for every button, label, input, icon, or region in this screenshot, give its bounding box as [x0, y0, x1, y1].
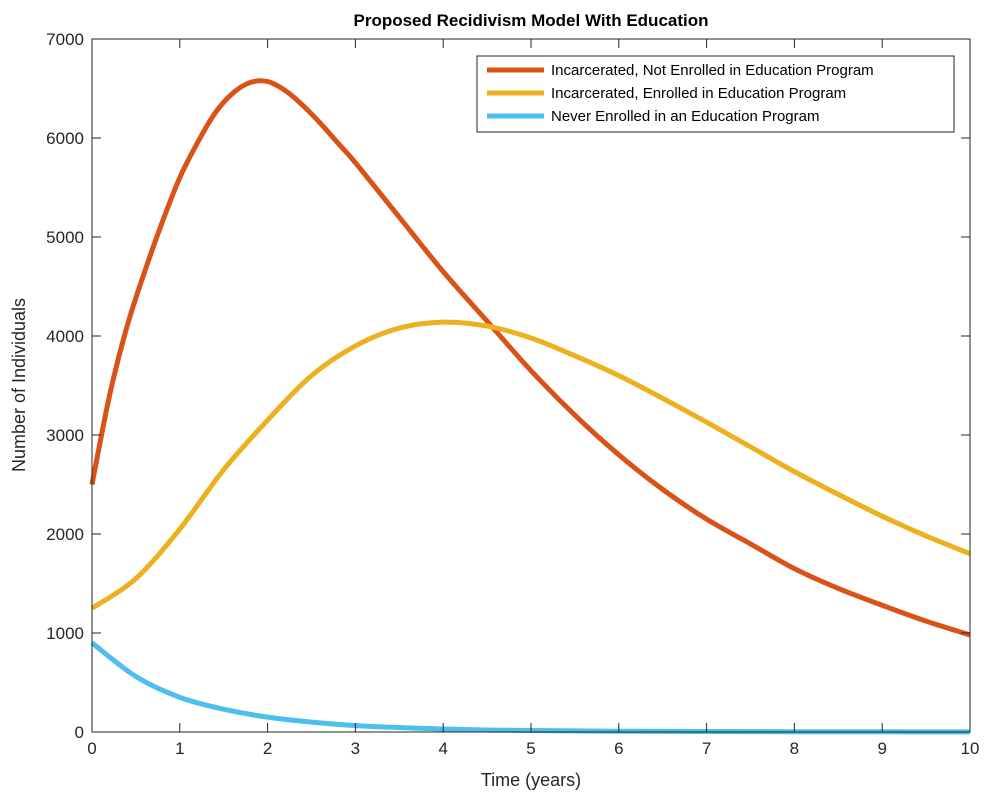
x-tick-label: 5 — [526, 739, 535, 758]
x-tick-label: 9 — [877, 739, 886, 758]
x-tick-label: 3 — [351, 739, 360, 758]
legend-label: Incarcerated, Not Enrolled in Education … — [551, 62, 874, 79]
legend-label: Never Enrolled in an Education Program — [551, 108, 819, 125]
x-tick-label: 0 — [87, 739, 96, 758]
y-tick-label: 3000 — [46, 426, 84, 445]
y-axis-label: Number of Individuals — [9, 298, 29, 472]
ticks-layer: 0 1 2 3 4 5 6 7 8 9 10 0 1000 2000 3000 4000 5000 6000 700… — [46, 30, 979, 758]
y-tick-label: 1000 — [46, 624, 84, 643]
y-tick-label: 7000 — [46, 30, 84, 49]
x-tick-label: 8 — [790, 739, 799, 758]
y-tick-label: 4000 — [46, 327, 84, 346]
series-line-not-enrolled — [89, 78, 971, 638]
x-tick-label: 1 — [175, 739, 184, 758]
series-line-enrolled — [90, 319, 971, 611]
y-tick-label: 2000 — [46, 525, 84, 544]
x-tick-label: 4 — [438, 739, 447, 758]
legend-entry-enrolled: Incarcerated, Enrolled in Education Prog… — [487, 85, 846, 102]
legend-entry-never-enrolled: Never Enrolled in an Education Program — [487, 108, 819, 125]
x-tick-label: 6 — [614, 739, 623, 758]
x-tick-label: 10 — [961, 739, 980, 758]
y-tick-label: 6000 — [46, 129, 84, 148]
legend-entry-not-enrolled: Incarcerated, Not Enrolled in Education … — [487, 62, 874, 79]
y-tick-label: 0 — [75, 723, 84, 742]
x-tick-label: 7 — [702, 739, 711, 758]
legend-label: Incarcerated, Enrolled in Education Prog… — [551, 85, 846, 102]
x-axis-label: Time (years) — [481, 770, 581, 790]
legend-box — [476, 55, 955, 133]
chart-title: Proposed Recidivism Model With Education — [354, 11, 709, 30]
plot-area — [92, 39, 970, 732]
y-tick-label: 5000 — [46, 228, 84, 247]
legend: Incarcerated, Not Enrolled in Education … — [476, 55, 955, 133]
x-tick-label: 2 — [263, 739, 272, 758]
